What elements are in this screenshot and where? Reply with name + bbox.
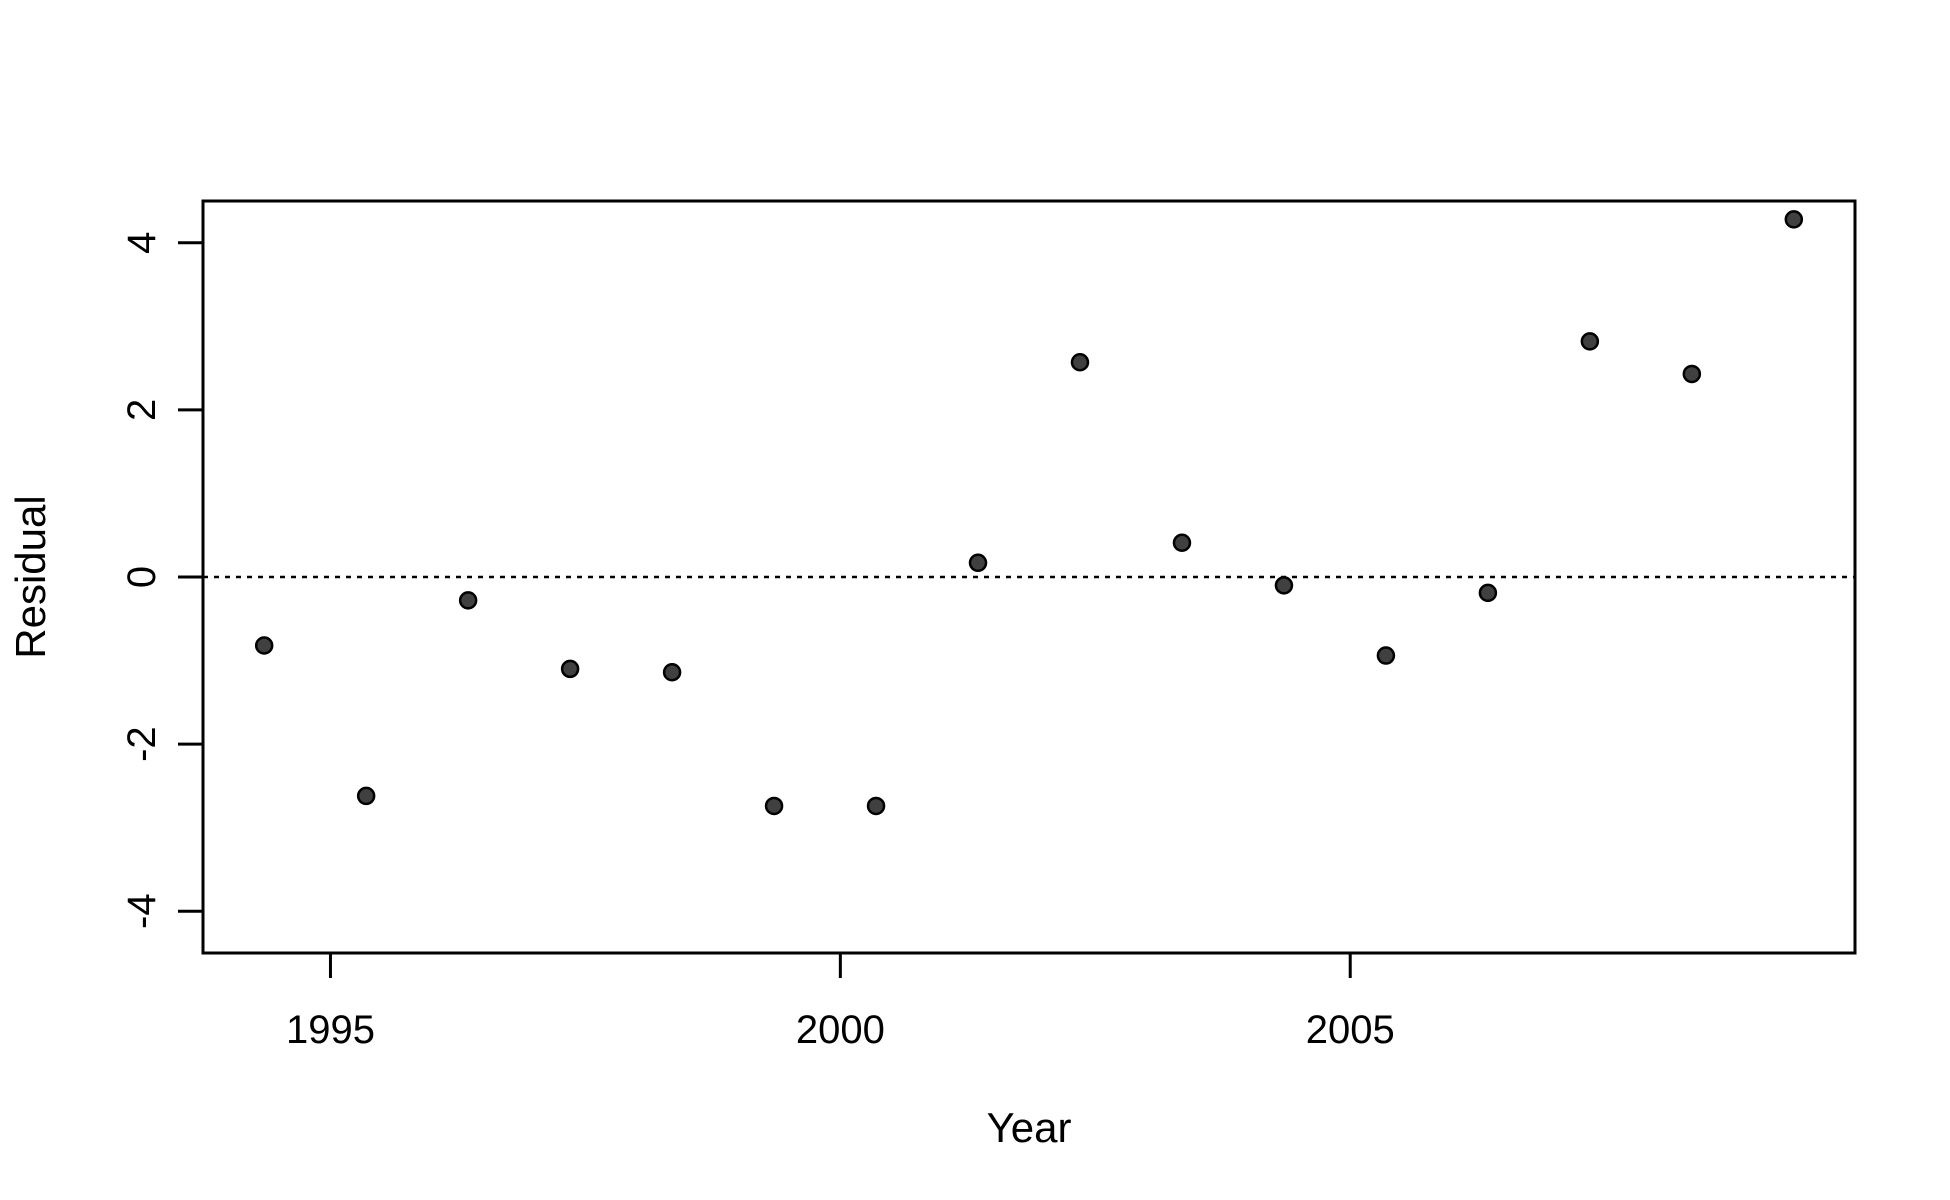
x-axis-label: Year <box>987 1104 1072 1151</box>
x-tick-label: 2005 <box>1306 1008 1395 1052</box>
data-point <box>1478 583 1498 603</box>
data-point <box>968 553 988 573</box>
data-point <box>1070 353 1090 372</box>
data-point <box>458 591 478 610</box>
data-point <box>1784 210 1804 229</box>
y-tick-label: -4 <box>120 893 164 929</box>
y-tick-label: -2 <box>120 726 164 762</box>
x-tick-label: 1995 <box>286 1008 375 1052</box>
y-tick-label: 4 <box>120 232 164 254</box>
data-point <box>1682 364 1702 384</box>
data-point <box>1376 646 1396 665</box>
data-point <box>560 659 580 679</box>
data-point <box>764 796 784 816</box>
y-axis-label: Residual <box>7 495 54 658</box>
x-tick-label: 2000 <box>796 1008 885 1052</box>
data-point <box>1580 332 1600 351</box>
y-axis: -4 -2 0 2 4 <box>120 232 203 929</box>
data-point <box>356 786 376 806</box>
data-point <box>866 796 886 816</box>
data-point <box>1172 533 1192 552</box>
data-point <box>254 636 274 655</box>
data-point <box>1274 576 1294 595</box>
y-tick-label: 0 <box>120 566 164 588</box>
data-points <box>254 210 1804 816</box>
data-point <box>662 663 682 682</box>
x-axis: 1995 2000 2005 <box>286 953 1395 1052</box>
y-tick-label: 2 <box>120 399 164 421</box>
